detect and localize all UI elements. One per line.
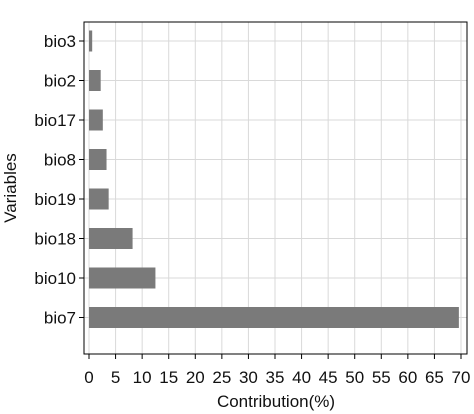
x-tick-label: 55 (372, 368, 391, 387)
y-tick-label: bio7 (44, 309, 76, 328)
x-axis-title: Contribution(%) (217, 392, 335, 411)
x-tick-label: 50 (345, 368, 364, 387)
bar-bio19 (89, 188, 109, 210)
bar-bio3 (89, 30, 93, 52)
x-tick-label: 60 (398, 368, 417, 387)
x-tick-label: 70 (452, 368, 471, 387)
x-tick-label: 35 (266, 368, 285, 387)
x-tick-label: 65 (425, 368, 444, 387)
grid-lines (84, 22, 467, 354)
bars (89, 30, 459, 328)
x-tick-label: 0 (84, 368, 93, 387)
bar-bio8 (89, 149, 107, 170)
y-tick-label: bio3 (44, 32, 76, 51)
y-axis-ticks: bio3 bio2 bio17 bio8 bio19 bio18 bio10 bio7 (34, 32, 84, 328)
bar-bio17 (89, 109, 103, 131)
y-tick-label: bio17 (34, 111, 76, 130)
bar-bio10 (89, 267, 156, 289)
x-tick-label: 25 (212, 368, 231, 387)
bar-bio18 (89, 228, 133, 249)
x-tick-label: 5 (111, 368, 120, 387)
x-tick-label: 15 (159, 368, 178, 387)
x-tick-label: 10 (133, 368, 152, 387)
x-tick-label: 20 (186, 368, 205, 387)
y-tick-label: bio18 (34, 230, 76, 249)
x-tick-label: 45 (319, 368, 338, 387)
y-tick-label: bio19 (34, 190, 76, 209)
bar-bio2 (89, 70, 101, 91)
y-axis-title: Variables (1, 153, 20, 223)
y-tick-label: bio8 (44, 151, 76, 170)
x-tick-label: 40 (292, 368, 311, 387)
y-tick-label: bio10 (34, 269, 76, 288)
bar-bio7 (89, 307, 459, 328)
x-tick-label: 30 (239, 368, 258, 387)
x-axis-ticks: 0 5 10 15 20 25 30 35 40 45 50 55 60 65 70 (84, 354, 470, 387)
y-tick-label: bio2 (44, 72, 76, 91)
